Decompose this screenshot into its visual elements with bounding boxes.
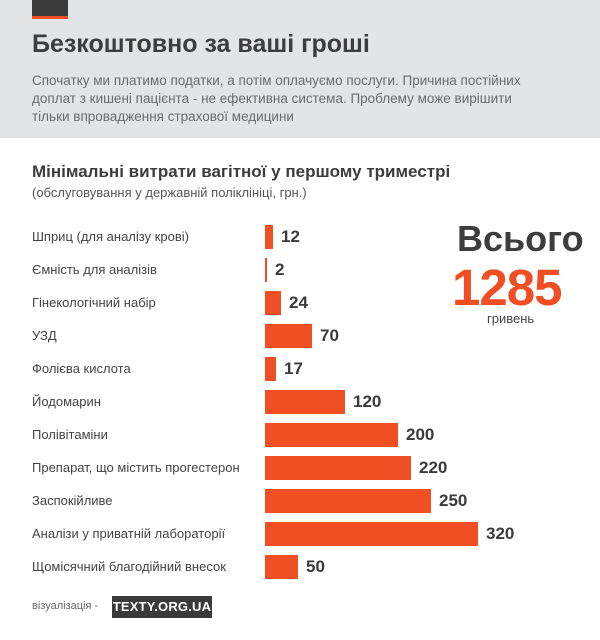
value-label: 320 — [486, 524, 515, 543]
category-label: Аналізи у приватній лабораторії — [32, 526, 226, 541]
category-label: Щомісячний благодійний внесок — [32, 559, 226, 574]
intro-text: Спочатку ми платимо податки, а потім опл… — [32, 73, 521, 124]
value-label: 250 — [439, 491, 468, 510]
value-label: 50 — [306, 557, 325, 576]
value-label: 24 — [289, 293, 308, 312]
top-tab-decoration — [32, 0, 68, 16]
category-label: Полівітаміни — [32, 427, 108, 442]
page-title: Безкоштовно за ваші гроші — [32, 30, 370, 58]
bar — [265, 258, 267, 282]
bar — [265, 324, 312, 348]
texty-logo[interactable]: TEXTY.ORG.UA — [112, 596, 212, 618]
bar — [265, 291, 281, 315]
value-label: 12 — [281, 227, 300, 246]
value-label: 200 — [406, 425, 435, 444]
category-label: Заспокійливе — [32, 493, 113, 508]
category-label: Фолієва кислота — [32, 361, 131, 376]
bar — [265, 489, 431, 513]
category-label: Ємність для аналізів — [32, 262, 157, 277]
value-label: 2 — [275, 260, 285, 279]
chart-subtitle: (обслуговування у державній поліклініці,… — [32, 185, 307, 200]
bar — [265, 522, 478, 546]
value-label: 17 — [284, 359, 303, 378]
bar — [265, 357, 276, 381]
bar — [265, 390, 345, 414]
category-label: Препарат, що містить прогестерон — [32, 460, 240, 475]
bar — [265, 423, 398, 447]
category-label: Шприц (для аналізу крові) — [32, 229, 189, 244]
top-tab-accent-decoration — [32, 16, 68, 19]
bar — [265, 225, 273, 249]
value-label: 70 — [320, 326, 339, 345]
total-value: 1285 — [452, 259, 562, 316]
chart-title: Мінімальні витрати вагітної у першому тр… — [32, 162, 451, 181]
category-label: УЗД — [32, 328, 57, 343]
bar — [265, 555, 298, 579]
value-label: 120 — [353, 392, 382, 411]
category-label: Йодомарин — [32, 394, 101, 409]
credit-label: візуалізація - — [32, 600, 99, 612]
bar — [265, 456, 411, 480]
total-unit: гривень — [487, 311, 535, 326]
value-label: 220 — [419, 458, 448, 477]
header-band — [0, 0, 600, 138]
total-label: Всього — [457, 218, 584, 259]
category-label: Гінекологічний набір — [32, 295, 156, 310]
